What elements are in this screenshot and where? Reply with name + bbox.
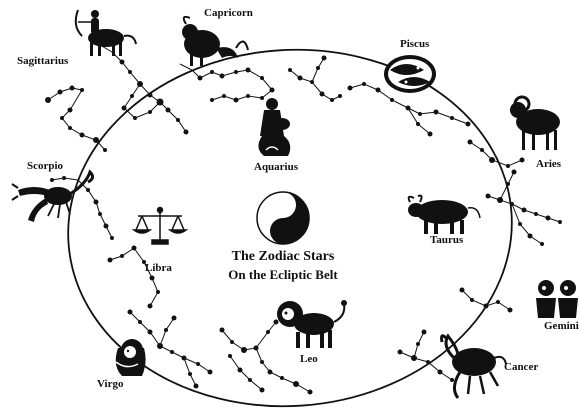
label-capricorn: Capricorn <box>204 7 253 19</box>
ecliptic-belt <box>67 48 513 408</box>
ram-icon <box>510 95 560 150</box>
label-cancer: Cancer <box>504 361 539 373</box>
constellation-stars <box>45 55 562 395</box>
label-virgo: Virgo <box>97 378 124 390</box>
archer-icon <box>74 9 137 56</box>
yin-yang-icon <box>256 191 310 245</box>
maiden-icon <box>115 339 146 376</box>
fish-pair-icon <box>384 55 436 93</box>
title-line-2: On the Ecliptic Belt <box>228 267 338 282</box>
label-piscus: Piscus <box>400 38 430 50</box>
crab-icon <box>440 333 507 399</box>
sea-goat-icon <box>182 15 249 66</box>
bull-icon <box>407 194 481 234</box>
twins-icon <box>536 280 578 318</box>
scales-icon <box>131 206 189 245</box>
water-bearer-icon <box>258 98 291 156</box>
title-line-1: The Zodiac Stars <box>231 249 335 264</box>
label-aquarius: Aquarius <box>254 161 299 173</box>
label-scorpio: Scorpio <box>27 160 64 172</box>
label-sagittarius: Sagittarius <box>17 55 69 67</box>
label-aries: Aries <box>536 158 562 170</box>
lion-icon <box>277 300 347 348</box>
label-leo: Leo <box>300 353 318 365</box>
label-taurus: Taurus <box>430 234 464 246</box>
scorpion-icon <box>11 169 95 222</box>
label-libra: Libra <box>145 262 172 274</box>
label-gemini: Gemini <box>544 320 579 332</box>
